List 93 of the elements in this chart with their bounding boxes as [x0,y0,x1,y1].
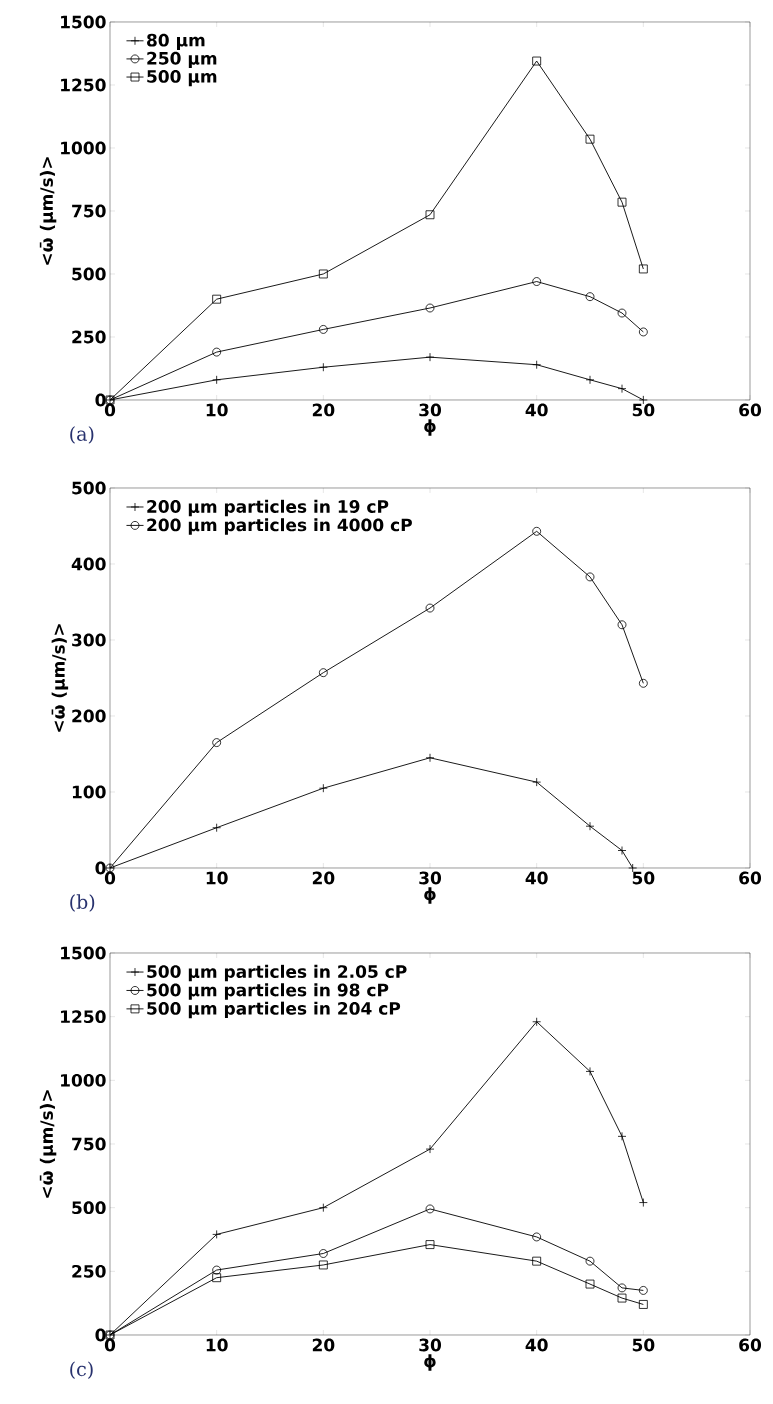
y-tick-label: 1500 [61,946,106,960]
legend-label: 200 µm particles in 4000 cP [147,518,412,535]
text: (a) [70,426,94,444]
legend-label: 500 µm particles in 204 cP [147,1001,401,1019]
x-axis-title: ϕ [424,887,436,904]
legend-label: 80 µm [147,33,205,50]
point [318,668,328,678]
legend-label: 500 µm particles in 98 cP [147,983,389,1000]
x-tick-label: 0 [104,871,116,885]
x-tick-label: 60 [739,403,762,417]
y-axis-title: <ω̄ (µm/s)> [51,624,69,732]
point [532,1256,542,1266]
y-tick-label: 1500 [61,15,106,29]
x-tick-label: 20 [312,1338,335,1352]
y-tick-label: 750 [72,1137,106,1151]
legend-label: 250 µm [147,51,217,69]
point [638,1300,648,1309]
point [585,134,595,144]
y-tick-label: 0 [95,861,106,875]
y-tick-label: 400 [71,557,106,571]
y-tick-label: 0 [95,393,106,407]
x-axis-title: ϕ [424,1354,436,1371]
point [425,303,435,313]
x-tick-label: 30 [419,403,442,417]
x-tick-label: 60 [739,1338,762,1352]
point [532,526,542,536]
point [638,678,648,688]
y-tick-label: 750 [72,204,106,218]
point [318,325,328,334]
x-tick-label: 50 [632,403,655,417]
y-tick-label: 0 [95,1328,106,1342]
x-tick-label: 40 [525,871,548,885]
point [212,1273,222,1283]
y-axis-title: <ω̄ (µm/s)> [39,1090,57,1198]
legend-label: 500 µm [147,69,217,87]
y-tick-label: 500 [72,481,106,495]
x-tick-label: 10 [206,1338,228,1352]
x-axis-title: ϕ [424,419,436,436]
y-tick-label: 1000 [61,1073,106,1087]
point [532,1232,542,1242]
legend-label: 200 µm particles in 19 cP [147,499,389,517]
point [617,1283,627,1293]
x-tick-label: 20 [312,871,335,885]
point [532,56,542,66]
point [585,1256,595,1266]
point [617,308,627,318]
x-tick-label: 30 [419,1338,442,1352]
y-tick-label: 1250 [61,1010,106,1024]
y-tick-label: 100 [72,785,106,799]
point [638,264,648,274]
x-tick-label: 10 [206,871,228,885]
point [212,738,222,747]
point [638,1286,648,1295]
point [318,1260,328,1270]
point [617,197,627,207]
x-tick-label: 0 [104,1338,116,1352]
x-tick-label: 10 [206,403,228,417]
y-tick-label: 1250 [61,78,106,92]
point [318,1249,328,1258]
point [638,327,648,337]
point [585,1279,595,1289]
point [617,620,627,630]
y-tick-label: 250 [72,330,106,344]
point [212,347,222,357]
text: (b) [70,894,95,912]
x-tick-label: 60 [739,871,762,885]
y-tick-label: 300 [72,633,106,647]
point [212,294,222,304]
x-tick-label: 30 [419,871,442,885]
x-tick-label: 50 [632,871,655,885]
y-tick-label: 500 [72,267,106,281]
y-tick-label: 250 [72,1264,106,1278]
x-tick-label: 40 [525,403,548,417]
y-tick-label: 200 [72,709,106,723]
point [425,1204,435,1214]
point [425,603,435,613]
point [617,1293,627,1303]
point [425,210,435,220]
point [425,1240,435,1249]
point [318,269,328,279]
x-tick-label: 50 [632,1338,655,1352]
x-tick-label: 20 [312,403,335,417]
y-tick-label: 500 [72,1201,106,1215]
y-axis-title: <ω̄ (µm/s)> [39,157,57,265]
point [585,572,595,582]
y-tick-label: 1000 [61,141,106,155]
point [532,277,542,286]
point [585,292,595,302]
x-tick-label: 40 [525,1338,548,1352]
text: (c) [70,1361,93,1379]
x-tick-label: 0 [104,403,116,417]
point [212,1265,222,1275]
legend-label: 500 µm particles in 2.05 cP [147,964,407,982]
